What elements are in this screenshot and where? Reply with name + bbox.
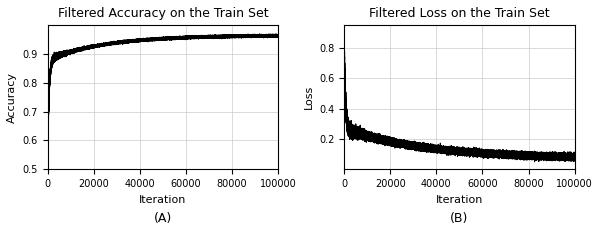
Y-axis label: Accuracy: Accuracy [7, 72, 17, 123]
Title: Filtered Loss on the Train Set: Filtered Loss on the Train Set [369, 7, 550, 20]
Title: Filtered Accuracy on the Train Set: Filtered Accuracy on the Train Set [58, 7, 268, 20]
Text: (B): (B) [450, 212, 469, 225]
X-axis label: Iteration: Iteration [139, 195, 187, 204]
X-axis label: Iteration: Iteration [436, 195, 483, 204]
Y-axis label: Loss: Loss [304, 85, 313, 109]
Text: (A): (A) [154, 212, 172, 225]
